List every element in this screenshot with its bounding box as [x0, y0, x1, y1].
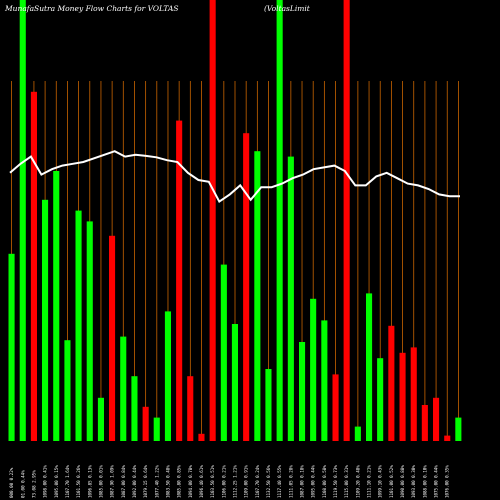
- bar-31: [343, 0, 350, 441]
- bar-33: [366, 293, 373, 441]
- x-tick-label-15: 1083.50 0.48%: [166, 465, 171, 498]
- x-tick-label-36: 1090.00 0.88%: [400, 465, 405, 498]
- bar-34: [377, 358, 384, 441]
- chart-subtitle: (VoltasLimit: [264, 4, 311, 13]
- bar-30: [332, 374, 339, 441]
- x-tick-label-37: 1093.00 0.30%: [411, 465, 416, 498]
- x-tick-label-16: 1085.80 0.85%: [177, 465, 182, 498]
- x-tick-label-35: 1101.00 0.52%: [389, 465, 394, 498]
- bar-28: [310, 298, 317, 441]
- x-tick-label-7: 1101.50 0.26%: [76, 465, 81, 498]
- bar-41: [455, 417, 462, 441]
- x-tick-label-4: 1098.00 0.41%: [43, 465, 48, 498]
- x-tick-label-26: 1111.05 0.28%: [288, 465, 293, 498]
- x-tick-label-13: 1079.15 0.64%: [143, 465, 148, 498]
- x-tick-label-21: 1112.25 1.21%: [233, 465, 238, 498]
- x-tick-label-2: 01.00 0.44%: [20, 470, 25, 498]
- bar-9: [97, 397, 104, 441]
- bar-16: [176, 120, 183, 441]
- x-tick-label-12: 1092.00 0.44%: [132, 465, 137, 498]
- x-tick-label-27: 1087.00 0.18%: [300, 465, 305, 498]
- x-tick-label-22: 1109.00 0.91%: [244, 465, 249, 498]
- x-tick-label-23: 1107.70 0.24%: [255, 465, 260, 498]
- bar-10: [109, 235, 116, 441]
- bar-24: [265, 369, 272, 441]
- bar-35: [388, 325, 395, 441]
- x-tick-label-31: 1115.00 0.31%: [344, 465, 349, 498]
- x-tick-label-10: 1087.90 1.09%: [110, 465, 115, 498]
- bar-4: [42, 199, 49, 441]
- x-tick-label-20: 1106.00 0.21%: [221, 465, 226, 498]
- bar-23: [254, 151, 261, 441]
- chart-title: MunafaSutra Money Flow Charts for VOLTAS: [4, 4, 179, 13]
- x-tick-label-28: 1095.00 0.44%: [311, 465, 316, 498]
- bar-11: [120, 336, 127, 441]
- bar-6: [64, 340, 71, 441]
- bar-25: [276, 0, 283, 441]
- x-tick-label-34: 1099.10 0.43%: [378, 465, 383, 498]
- bar-38: [421, 405, 428, 441]
- bar-29: [321, 320, 328, 441]
- x-tick-label-32: 1109.20 0.48%: [355, 465, 360, 498]
- bar-37: [410, 347, 417, 441]
- bar-20: [220, 264, 227, 441]
- bar-32: [354, 426, 361, 441]
- bar-14: [153, 417, 160, 441]
- x-tick-label-40: 1076.00 0.35%: [445, 465, 450, 498]
- x-tick-label-29: 1108.00 0.58%: [322, 465, 327, 498]
- x-tick-label-8: 1096.85 0.13%: [87, 465, 92, 498]
- x-tick-label-9: 1085.00 0.01%: [99, 465, 104, 498]
- x-tick-label-19: 1103.50 0.51%: [210, 465, 215, 498]
- x-tick-label-6: 1107.70 1.64%: [65, 465, 70, 498]
- x-tick-label-5: 1095.00 0.15%: [54, 465, 59, 498]
- bar-40: [444, 435, 451, 441]
- x-tick-label-1: 000.00 0.22%: [9, 467, 14, 498]
- x-tick-label-17: 1094.00 0.78%: [188, 465, 193, 498]
- bar-5: [53, 171, 60, 441]
- x-tick-label-30: 1119.50 0.73%: [333, 465, 338, 498]
- bar-8: [86, 221, 93, 441]
- x-tick-label-14: 1077.40 1.22%: [154, 465, 159, 498]
- x-tick-label-18: 1096.40 0.61%: [199, 465, 204, 498]
- bar-26: [287, 156, 294, 441]
- bar-7: [75, 210, 82, 441]
- bar-13: [142, 406, 149, 441]
- bar-1: [8, 253, 15, 441]
- x-tick-label-25: 1117.40 0.55%: [277, 465, 282, 498]
- bar-3: [30, 91, 37, 442]
- bar-21: [231, 324, 238, 441]
- bar-18: [198, 433, 205, 441]
- x-tick-label-38: 1088.00 0.10%: [422, 465, 427, 498]
- bar-19: [209, 0, 216, 441]
- bar-22: [243, 133, 250, 441]
- x-tick-label-11: 1087.00 0.84%: [121, 465, 126, 498]
- bar-2: [19, 0, 26, 441]
- x-tick-label-24: 1132.50 0.56%: [266, 465, 271, 498]
- x-tick-label-33: 1111.10 0.21%: [367, 465, 372, 498]
- bar-27: [299, 342, 306, 441]
- bar-series: [8, 0, 462, 442]
- bar-12: [131, 376, 138, 441]
- x-tick-labels: 000.00 0.22% 01.00 0.44% 73.08 2.95% 1098.0…: [9, 465, 450, 498]
- bar-39: [433, 397, 440, 441]
- money-flow-line: [9, 150, 460, 204]
- bar-15: [164, 311, 171, 441]
- x-tick-label-3: 73.08 2.95%: [31, 470, 36, 498]
- bar-36: [399, 352, 406, 441]
- bar-17: [187, 376, 194, 441]
- x-tick-label-39: 1075.00 0.44%: [434, 465, 439, 498]
